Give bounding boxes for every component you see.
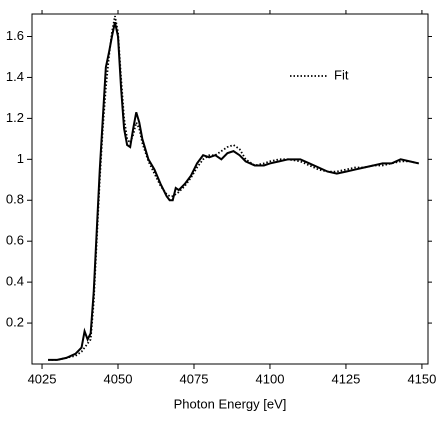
data-line [48,21,420,361]
data-line [48,15,420,361]
y-tick-label: 0.8 [6,192,24,207]
y-tick-label: 0.2 [6,315,24,330]
x-tick-label: 4050 [104,371,133,386]
y-tick-label: 0.6 [6,233,24,248]
x-tick-label: 4075 [180,371,209,386]
y-tick-label: 1.4 [6,69,24,84]
x-tick-label: 4150 [407,371,436,386]
plot-frame [31,13,429,365]
y-tick-label: 1.2 [6,110,24,125]
x-tick-label: 4100 [256,371,285,386]
y-tick-label: 1 [17,151,24,166]
legend-label: Fit [334,67,349,82]
y-tick-label: 0.4 [6,274,24,289]
y-tick-label: 1.6 [6,28,24,43]
x-tick-label: 4025 [28,371,57,386]
x-axis-label: Photon Energy [eV] [174,396,287,411]
x-tick-label: 4125 [331,371,360,386]
